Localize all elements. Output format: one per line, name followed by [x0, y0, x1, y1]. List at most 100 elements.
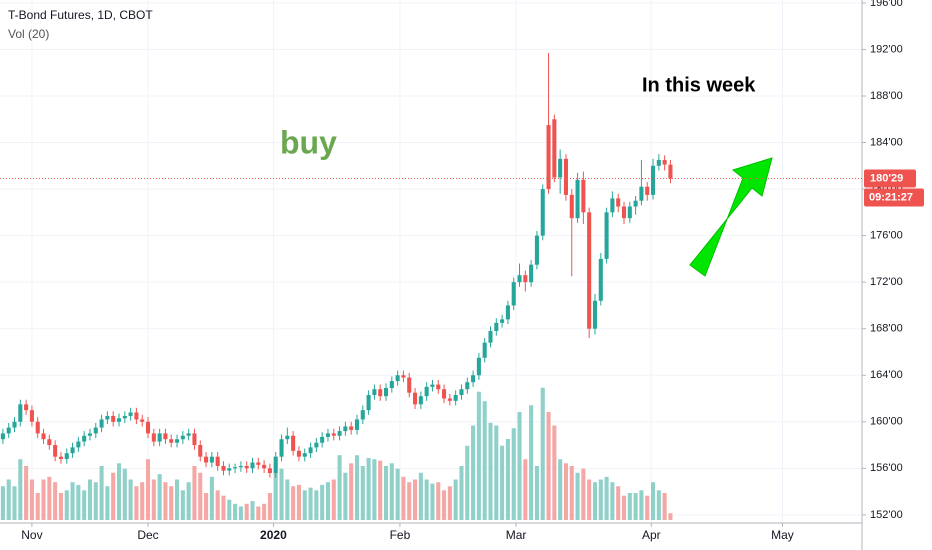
candle-body [41, 433, 46, 440]
candle-body [569, 194, 574, 219]
volume-bar [238, 506, 243, 520]
candle-body [296, 450, 301, 457]
x-tick-label: 2020 [260, 528, 287, 542]
candle-body [447, 398, 452, 401]
candle-body [308, 447, 313, 454]
y-tick-label: 152'00 [870, 509, 903, 521]
volume-bar [250, 501, 255, 520]
axes: 152'00 156'00 160'00 164'00 168'00 172'00 176'… [21, 0, 902, 542]
volume-bar [534, 466, 539, 520]
volume-bar [175, 479, 180, 520]
candle-body [413, 392, 418, 405]
y-tick-label: 192'00 [870, 43, 903, 55]
volume-bar [482, 401, 487, 520]
y-tick-label: 196'00 [870, 0, 903, 9]
candle-body [227, 468, 232, 471]
volume-bar [262, 503, 267, 520]
candle-body [592, 300, 598, 329]
volume-bar [645, 495, 650, 520]
volume-bar [337, 455, 342, 520]
candle-body [668, 164, 673, 179]
candle-body [29, 410, 34, 422]
candle-body [209, 456, 214, 463]
volume-bar [111, 472, 116, 520]
volume-bar [598, 479, 603, 520]
volume-bar [64, 490, 69, 520]
candle-body [99, 419, 104, 428]
volume-bar [569, 466, 574, 520]
candle-body [372, 389, 377, 396]
candle-body [320, 436, 325, 443]
candle-body [645, 186, 650, 195]
volume-bar [145, 459, 151, 520]
candle-body [523, 275, 528, 283]
candle-body [111, 415, 116, 422]
candle-body [563, 158, 568, 195]
volume-bar [169, 486, 174, 520]
x-tick-label: Nov [21, 528, 42, 542]
volume-bar [639, 490, 644, 520]
candle-body [24, 404, 29, 411]
volume-bar [93, 482, 98, 520]
volume-bar [592, 482, 598, 520]
candle-body [198, 445, 203, 457]
candle-body [407, 377, 412, 393]
candle-body [233, 467, 238, 469]
volume-bar [517, 412, 522, 520]
volume-bar [627, 493, 632, 520]
annotation: In this week [642, 74, 756, 96]
y-tick-label: 168'00 [870, 323, 903, 335]
volume-bar [552, 425, 557, 520]
volume-bar [354, 455, 360, 520]
volume-bar [575, 472, 580, 520]
volume-bar [616, 486, 621, 520]
candle-body [169, 439, 174, 443]
volume-bar [540, 387, 545, 520]
candle-body [12, 421, 17, 428]
candle-body [221, 465, 226, 471]
candle-body [262, 464, 267, 469]
candle-body [598, 258, 603, 301]
candle-body [442, 389, 447, 399]
volume-bar [157, 474, 162, 520]
volume-bar [366, 457, 371, 520]
candle-body [53, 445, 58, 457]
volume-bar [378, 460, 383, 520]
volume-bar [633, 493, 638, 520]
volume-bar [105, 486, 110, 520]
candle-body [314, 442, 319, 448]
volume-bar [134, 486, 139, 520]
volume-bar [116, 463, 122, 520]
candle-body [383, 388, 389, 397]
volume-bar [209, 476, 214, 520]
y-tick-label: 164'00 [870, 369, 903, 381]
volume-bar [320, 484, 325, 520]
candle-body [238, 465, 243, 468]
volume-bar [581, 468, 586, 520]
candle-body [244, 465, 249, 469]
countdown-label: 09:21:27 [869, 191, 913, 203]
volume-bar [70, 482, 75, 520]
candle-body [662, 159, 667, 165]
candle-body [256, 462, 261, 465]
candle-body [546, 125, 551, 190]
candle-body [331, 433, 336, 436]
volume-bar [35, 493, 40, 520]
volume-bar [82, 490, 87, 520]
candle-body [204, 456, 209, 463]
candle-body [349, 426, 354, 430]
volume-bar [650, 482, 656, 520]
volume-bar [256, 506, 261, 520]
volume-bar [314, 490, 319, 520]
candle-body [82, 435, 87, 442]
volume-bar [87, 479, 93, 520]
candle-body [87, 433, 93, 436]
volume-bar [395, 468, 400, 520]
candle-body [378, 389, 383, 397]
last-price-badge [864, 169, 916, 188]
candle-body [436, 384, 441, 390]
volume-bar [58, 493, 63, 520]
volume-bar [331, 479, 336, 520]
candle-body [418, 396, 423, 405]
volume-bar [285, 479, 290, 520]
